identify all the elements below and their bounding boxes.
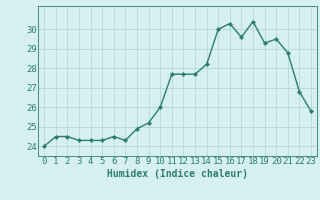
X-axis label: Humidex (Indice chaleur): Humidex (Indice chaleur) [107, 169, 248, 179]
